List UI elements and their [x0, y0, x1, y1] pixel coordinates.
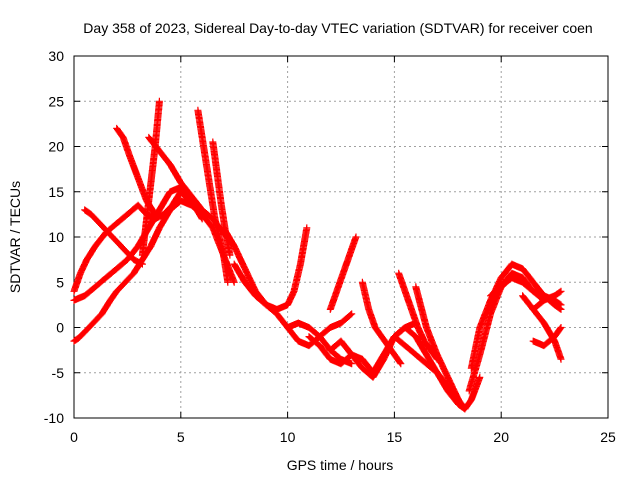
series-arc-25 — [529, 324, 565, 350]
y-tick-label: 10 — [48, 229, 64, 245]
series-arc-26 — [529, 287, 565, 313]
y-tick-label: 20 — [48, 139, 64, 155]
data-point-markers — [369, 324, 484, 413]
x-tick-label: 25 — [600, 429, 616, 445]
series-arc-4 — [81, 206, 146, 268]
data-point-markers — [81, 206, 146, 268]
y-tick-label: 30 — [48, 48, 64, 64]
series-arc-17 — [369, 324, 484, 413]
data-point-markers — [395, 269, 441, 363]
data-point-markers — [326, 233, 360, 313]
data-point-markers — [138, 97, 163, 259]
y-tick-label: -5 — [52, 365, 65, 381]
x-axis-label: GPS time / hours — [287, 457, 394, 473]
y-tick-label: 15 — [48, 184, 64, 200]
y-tick-label: 5 — [56, 274, 64, 290]
x-tick-label: 5 — [177, 429, 185, 445]
axis-ticks: 0 5 10 15 20 25 -10 -5 0 5 10 15 20 25 30 — [44, 48, 616, 445]
data-point-markers — [230, 224, 311, 313]
series-arc-6 — [138, 97, 163, 259]
data-points — [70, 97, 565, 413]
y-tick-label: -10 — [44, 410, 64, 426]
x-tick-label: 15 — [387, 429, 403, 445]
series-arc-14 — [326, 233, 360, 313]
y-tick-label: 25 — [48, 93, 64, 109]
data-point-markers — [412, 283, 462, 404]
data-point-markers — [529, 287, 565, 313]
data-point-markers — [194, 106, 232, 286]
chart-title: Day 358 of 2023, Sidereal Day-to-day VTE… — [83, 20, 592, 36]
x-tick-label: 0 — [70, 429, 78, 445]
series-arc-20 — [412, 283, 462, 404]
data-point-markers — [529, 324, 565, 350]
x-tick-label: 10 — [280, 429, 296, 445]
y-axis-label: SDTVAR / TECUs — [7, 181, 23, 293]
series-arc-8 — [194, 106, 232, 286]
y-tick-label: 0 — [56, 320, 64, 336]
x-tick-label: 20 — [493, 429, 509, 445]
series-arc-11 — [230, 224, 311, 313]
series-arc-18 — [395, 269, 441, 363]
